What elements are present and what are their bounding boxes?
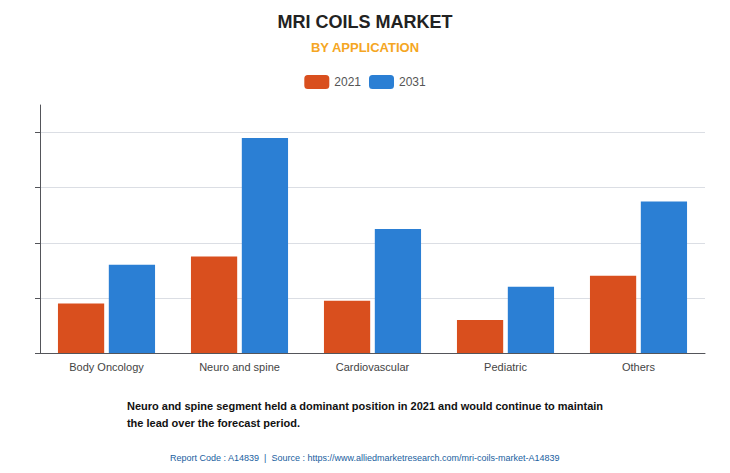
svg-text:2031: 2031: [399, 75, 426, 89]
svg-text:MRI COILS MARKET: MRI COILS MARKET: [278, 12, 453, 32]
svg-text:Body Oncology: Body Oncology: [69, 361, 144, 373]
svg-text:Pediatric: Pediatric: [484, 361, 527, 373]
svg-text:Cardiovascular: Cardiovascular: [336, 361, 410, 373]
svg-text:2021: 2021: [334, 75, 361, 89]
svg-text:Neuro and spine segment held a: Neuro and spine segment held a dominant …: [127, 400, 603, 412]
svg-text:BY APPLICATION: BY APPLICATION: [311, 40, 419, 55]
svg-text:Report Code : A14839 | Sourc: Report Code : A14839 | Source : https://…: [170, 453, 560, 463]
svg-text:the lead over the forecast per: the lead over the forecast period.: [127, 417, 300, 429]
svg-text:Others: Others: [622, 361, 656, 373]
svg-text:Neuro and spine: Neuro and spine: [199, 361, 280, 373]
